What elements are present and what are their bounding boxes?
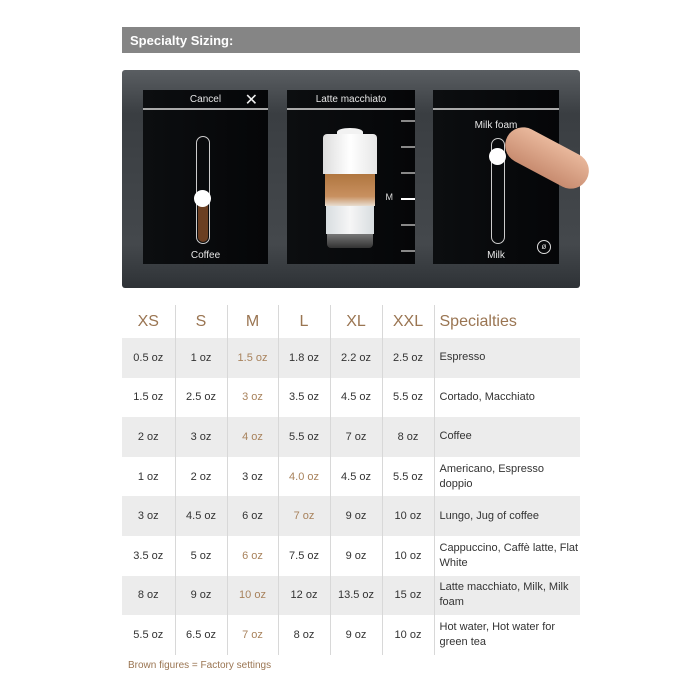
factory-size-cell: 6 oz [226, 535, 278, 576]
table-row: 0.5 oz 1 oz 1.5 oz 1.8 oz 2.2 oz 2.5 oz Espres… [122, 338, 580, 378]
size-cell: 3 oz [226, 456, 278, 497]
close-icon[interactable]: ✕ [244, 92, 258, 109]
coffee-label: Coffee [190, 250, 221, 261]
cancel-label: Cancel [189, 94, 222, 105]
table-row: 3.5 oz 5 oz 6 oz 7.5 oz 9 oz 10 oz Cappuccino,… [122, 535, 580, 576]
factory-size-cell: 4.0 oz [277, 456, 330, 497]
size-cell: 3 oz [122, 496, 175, 536]
size-cell: 8 oz [277, 615, 330, 655]
column-header: XL [329, 305, 382, 338]
size-cell: 15 oz [381, 575, 434, 616]
drink-panel: Latte macchiato M [287, 90, 415, 264]
size-cell: 4.5 oz [329, 456, 382, 497]
size-cell: 3.5 oz [277, 377, 330, 418]
size-cell: 1.5 oz [133, 391, 164, 404]
column-header: XS [137, 312, 159, 330]
specialty-cell: Coffee [433, 417, 580, 457]
milk-slider-knob[interactable] [489, 148, 506, 165]
size-marker-label: M [385, 192, 394, 202]
table-row: 8 oz 9 oz 10 oz 12 oz 13.5 oz 15 oz Latte macc… [122, 575, 580, 616]
size-cell: 9 oz [329, 535, 382, 576]
milk-panel: Milk foam Milk ø [433, 90, 559, 264]
factory-size-cell: 4 oz [226, 417, 278, 457]
size-cell: 5.5 oz [277, 417, 330, 457]
footnote: Brown figures = Factory settings [128, 660, 272, 671]
sizing-table: XS S M L XL XXL Specialties 0.5 oz 1 oz 1.5 oz 1.… [122, 305, 580, 655]
size-cell: 2 oz [122, 417, 175, 457]
size-cell: 12 oz [277, 575, 330, 616]
specialty-cell: Cappuccino, Caffè latte, Flat White [433, 535, 580, 576]
coffee-slider-knob[interactable] [194, 190, 211, 207]
factory-size-cell: 7 oz [277, 496, 330, 536]
specialty-cell: Lungo, Jug of coffee [433, 496, 580, 536]
cancel-button[interactable]: Cancel ✕ [143, 90, 268, 110]
coffee-panel: Cancel ✕ Coffee [143, 90, 268, 264]
size-cell: 3.5 oz [133, 549, 164, 562]
size-marker-m[interactable] [401, 198, 415, 200]
column-header: Specialties [433, 305, 580, 338]
size-cell: 7 oz [329, 417, 382, 457]
factory-size-cell: 7 oz [226, 615, 278, 655]
size-cell: 13.5 oz [329, 575, 382, 616]
size-cell: 2.5 oz [174, 377, 227, 418]
size-cell: 8 oz [122, 575, 175, 616]
milk-foam-label: Milk foam [474, 120, 518, 131]
factory-size-cell: 3 oz [226, 377, 278, 418]
size-cell: 9 oz [174, 575, 227, 616]
size-cell: 6.5 oz [174, 615, 227, 655]
table-row: 2 oz 3 oz 4 oz 5.5 oz 7 oz 8 oz Coffee [122, 417, 580, 457]
size-cell: 10 oz [381, 535, 434, 576]
size-cell: 5.5 oz [133, 628, 164, 641]
specialty-cell: Latte macchiato, Milk, Milk foam [433, 575, 580, 616]
table-row: 5.5 oz 6.5 oz 7 oz 8 oz 9 oz 10 oz Hot water, … [122, 615, 580, 655]
size-cell: 2 oz [174, 456, 227, 497]
specialty-cell: Americano, Espresso doppio [433, 456, 580, 497]
size-cell: 3 oz [174, 417, 227, 457]
factory-size-cell: 1.5 oz [226, 338, 278, 378]
table-row: 1.5 oz 2.5 oz 3 oz 3.5 oz 4.5 oz 5.5 oz Cortad… [122, 377, 580, 418]
drink-title: Latte macchiato [287, 90, 415, 110]
specialty-cell: Cortado, Macchiato [433, 377, 580, 418]
section-title: Specialty Sizing: [122, 27, 580, 53]
column-header: S [174, 305, 227, 338]
size-cell: 10 oz [381, 615, 434, 655]
bean-icon[interactable]: ø [537, 240, 551, 254]
size-cell: 1 oz [174, 338, 227, 378]
coffee-fill [198, 197, 208, 242]
specialty-cell: Espresso [433, 338, 580, 378]
column-header: XXL [381, 305, 434, 338]
size-cell: 2.5 oz [381, 338, 434, 378]
table-row: 3 oz 4.5 oz 6 oz 7 oz 9 oz 10 oz Lungo, Jug of… [122, 496, 580, 536]
size-cell: 5 oz [174, 535, 227, 576]
column-header: M [226, 305, 278, 338]
size-cell: 1.8 oz [277, 338, 330, 378]
size-cell: 6 oz [226, 496, 278, 536]
size-cell: 10 oz [381, 496, 434, 536]
specialty-cell: Hot water, Hot water for green tea [433, 615, 580, 655]
table-row: 1 oz 2 oz 3 oz 4.0 oz 4.5 oz 5.5 oz Americano,… [122, 456, 580, 497]
size-cell: 0.5 oz [122, 338, 175, 378]
size-cell: 4.5 oz [174, 496, 227, 536]
machine-display: Cancel ✕ Coffee Latte macchiato M Milk fo… [122, 70, 596, 288]
size-cell: 7.5 oz [277, 535, 330, 576]
size-cell: 2.2 oz [329, 338, 382, 378]
milk-slider[interactable] [491, 138, 505, 244]
milk-label: Milk [487, 250, 505, 261]
size-cell: 9 oz [329, 615, 382, 655]
size-cell: 8 oz [381, 417, 434, 457]
latte-glass-image [323, 128, 377, 248]
coffee-slider[interactable] [196, 136, 210, 244]
size-cell: 5.5 oz [381, 377, 434, 418]
size-cell: 4.5 oz [329, 377, 382, 418]
column-header: L [277, 305, 330, 338]
size-cell: 9 oz [329, 496, 382, 536]
size-cell: 5.5 oz [381, 456, 434, 497]
factory-size-cell: 10 oz [226, 575, 278, 616]
size-cell: 1 oz [137, 470, 159, 483]
